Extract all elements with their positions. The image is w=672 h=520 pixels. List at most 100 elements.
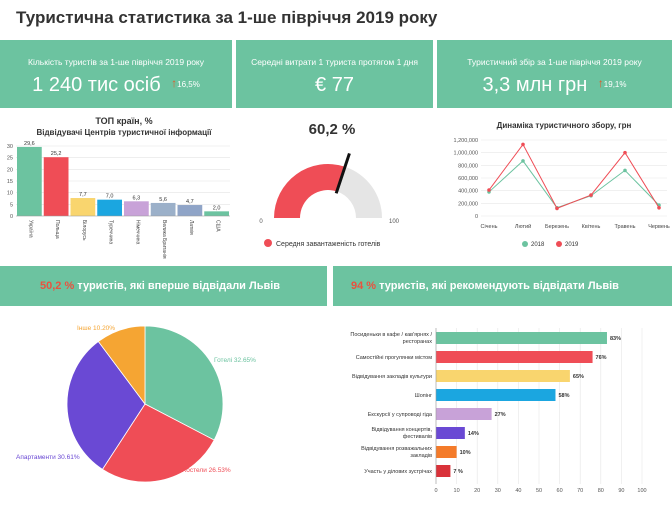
data-point <box>521 159 525 163</box>
y-tick-label: 800,000 <box>458 163 478 169</box>
recommend-text: туристів, які рекомендують відвідати Льв… <box>376 280 619 292</box>
bar <box>97 199 122 216</box>
y-tick-label: 1,000,000 <box>454 151 478 157</box>
kpi-spending-label: Середні витрати 1 туриста протягом 1 дня <box>251 57 418 67</box>
kpi-tax-label: Туристичний збір за 1-ше півріччя 2019 р… <box>467 57 642 67</box>
data-label: 29,6 <box>24 141 35 147</box>
data-label: 5,6 <box>159 197 167 203</box>
gauge-min-label: 0 <box>259 219 263 225</box>
bar <box>124 201 149 216</box>
y-tick-label: Посиденьки в кафе / кав'ярнях / ресторана… <box>350 332 432 345</box>
recommend-percent: 94 % <box>351 280 377 292</box>
y-tick-label: 0 <box>10 214 13 220</box>
kpi-tax-value: 3,3 млн грн <box>482 74 588 96</box>
x-tick-label: 80 <box>598 488 604 494</box>
y-tick-label: 1,200,000 <box>454 138 478 144</box>
first-visit-percent: 50,2 % <box>40 280 75 292</box>
data-label: 7,7 <box>79 192 87 198</box>
x-tick-label: Січень <box>480 224 497 230</box>
y-tick-label: 200,000 <box>458 201 478 207</box>
series-line <box>488 143 660 210</box>
hotel-occupancy-gauge: 60,2 % 0 100 Середня завантаженість готе… <box>259 121 400 248</box>
activities-bar-chart: 0 10 20 30 40 50 60 70 80 90 100 83% Посиденьки в ка… <box>350 328 647 494</box>
y-tick-label: 0 <box>475 214 478 220</box>
x-tick-label: 20 <box>474 488 480 494</box>
first-visit-text: туристів, які вперше відвідали Львів <box>74 280 281 292</box>
chart-title: ТОП країн, % <box>95 116 152 126</box>
bar <box>436 408 492 420</box>
x-tick-label: Травень <box>615 224 636 230</box>
x-tick-label: Німеччина <box>134 220 140 245</box>
x-tick-label: Україна <box>27 220 33 238</box>
data-label: 14% <box>468 431 479 437</box>
bar <box>436 370 570 382</box>
bar <box>70 198 96 216</box>
data-label: 7 % <box>453 469 463 475</box>
bar <box>436 427 465 439</box>
y-tick-label: 5 <box>10 202 13 208</box>
y-tick-label: 400,000 <box>458 189 478 195</box>
gauge-value: 60,2 % <box>309 121 356 138</box>
pie-slice <box>144 325 224 441</box>
data-label: 2,0 <box>213 205 221 211</box>
bar <box>436 446 457 458</box>
tax-line-chart: Динаміка туристичного збору, грн 0 200,00… <box>454 121 670 248</box>
x-tick-label: 90 <box>618 488 624 494</box>
x-tick-label: Польща <box>54 220 60 239</box>
slice-label: Інше 10.20% <box>77 325 115 332</box>
kpi-tax-delta: ↑19,1% <box>597 76 627 90</box>
data-label: 7,0 <box>106 194 114 200</box>
legend-marker <box>522 241 528 247</box>
x-tick-label: Червень <box>648 224 670 230</box>
data-point <box>487 188 491 192</box>
bar <box>436 351 593 363</box>
data-point <box>589 193 593 197</box>
gauge-fill <box>274 164 346 218</box>
bar <box>17 146 42 216</box>
data-point <box>555 206 559 211</box>
data-label: 10% <box>460 450 471 456</box>
pie-slice <box>101 403 215 483</box>
y-tick-label: 10 <box>7 191 13 197</box>
gauge-needle <box>334 152 351 194</box>
data-point <box>623 150 627 155</box>
y-tick-label: 600,000 <box>458 176 478 182</box>
x-tick-label: 60 <box>557 488 563 494</box>
x-tick-label: 50 <box>536 488 542 494</box>
data-label: 25,2 <box>51 151 62 157</box>
y-tick-label: Відвідування концертів, фестивалів <box>371 427 432 440</box>
bar <box>436 332 607 344</box>
kpi-tourists: Кількість туристів за 1-ше півріччя 2019… <box>0 40 232 108</box>
data-point <box>623 168 627 173</box>
data-point <box>657 205 661 210</box>
accommodation-pie-chart: Готелі 32.65% Хостели 26.53% Апартаменти 3… <box>16 325 256 483</box>
legend-label: 2018 <box>531 242 545 248</box>
gauge-max-label: 100 <box>389 219 400 225</box>
kpi-spending: Середні витрати 1 туриста протягом 1 дня… <box>236 40 433 108</box>
y-tick-label: Участь у ділових зустрічах <box>364 469 432 475</box>
x-tick-label: 10 <box>454 488 460 494</box>
slice-label: Готелі 32.65% <box>214 356 256 364</box>
data-label: 76% <box>596 355 607 361</box>
y-tick-label: Шопінг <box>415 393 432 399</box>
x-tick-label: Велика Британія <box>161 220 167 259</box>
gauge-legend: Середня завантаженість готелів <box>276 240 381 248</box>
chart-title: Динаміка туристичного збору, грн <box>497 121 632 130</box>
y-tick-label: 25 <box>7 156 13 162</box>
gauge-track <box>336 166 382 218</box>
x-tick-label: Лютий <box>515 223 531 230</box>
series-line <box>488 160 660 209</box>
y-tick-label: Екскурсії у супроводі гіда <box>368 412 433 418</box>
x-tick-label: 70 <box>577 488 583 494</box>
data-label: 6,3 <box>133 195 141 201</box>
arrow-up-icon: ↑ <box>171 76 178 90</box>
pie-slice <box>66 340 146 470</box>
page-title: Туристична статистика за 1-ше півріччя 2… <box>16 8 438 27</box>
slice-label: Хостели 26.53% <box>182 467 231 474</box>
kpi-tourists-value: 1 240 тис осіб <box>32 74 161 96</box>
bar <box>43 157 69 216</box>
x-tick-label: Березень <box>545 224 569 230</box>
legend-marker <box>556 241 562 247</box>
arrow-up-icon: ↑ <box>597 76 604 90</box>
kpi-spending-value: € 77 <box>315 74 354 96</box>
